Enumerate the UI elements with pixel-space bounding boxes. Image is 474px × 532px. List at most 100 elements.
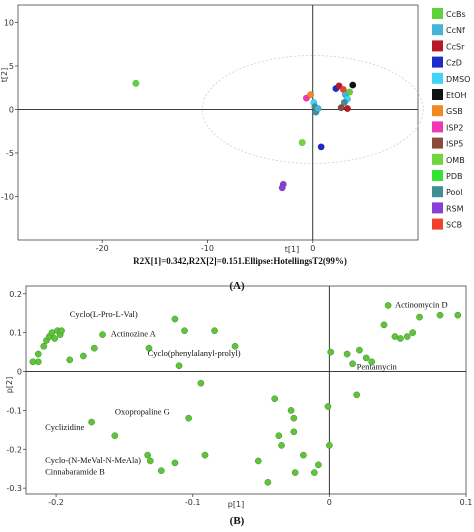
legend-swatch xyxy=(432,202,443,214)
data-point xyxy=(326,442,333,449)
data-point xyxy=(349,360,356,368)
data-point xyxy=(58,327,65,335)
legend-label: CzD xyxy=(446,59,462,68)
plot-a-xlabel: t[1] xyxy=(285,245,299,254)
data-point xyxy=(211,327,218,335)
data-point xyxy=(88,418,95,426)
data-point xyxy=(66,356,74,364)
legend-swatch xyxy=(432,170,443,181)
y-tick-label: -5 xyxy=(6,149,14,158)
legend-label: CcSr xyxy=(446,42,465,51)
legend-swatch xyxy=(432,218,443,230)
legend-label: DMSO xyxy=(446,75,470,84)
compound-label: Cinnabaramide B xyxy=(45,467,105,477)
data-point xyxy=(40,342,48,350)
x-tick-label: -20 xyxy=(96,244,109,253)
x-tick-label: 0 xyxy=(327,498,332,507)
plot-b-ylabel: p[2] xyxy=(5,377,14,393)
data-point xyxy=(436,311,444,319)
legend-label: Pool xyxy=(446,188,463,197)
data-point xyxy=(145,344,153,352)
data-point xyxy=(175,362,183,370)
data-point xyxy=(324,403,332,410)
data-point xyxy=(368,358,376,366)
legend-swatch xyxy=(432,56,443,68)
data-point xyxy=(327,348,335,356)
data-point xyxy=(111,432,119,440)
legend: CcBs CcNf CcSr CzD DMSO EtOH GSB ISP2 ISP5 OMB PDB… xyxy=(432,8,470,230)
data-point xyxy=(300,451,307,459)
legend-swatch xyxy=(432,89,443,100)
data-point xyxy=(181,327,188,335)
compound-label: Cyclo-(N-MeVal-N-MeAla) xyxy=(45,455,141,465)
y-tick-label: 0.1 xyxy=(9,329,22,338)
legend-label: OMB xyxy=(446,156,465,165)
y-tick-label: -0.1 xyxy=(6,406,22,415)
data-point xyxy=(409,329,417,337)
data-point xyxy=(307,91,315,99)
legend-label: EtOH xyxy=(446,91,467,100)
compound-label: Actinozine A xyxy=(111,329,157,339)
data-point xyxy=(343,105,351,113)
data-point xyxy=(290,428,298,436)
y-tick-label: 5 xyxy=(9,62,14,71)
data-point xyxy=(416,313,423,321)
x-tick-label: -0.2 xyxy=(48,498,64,507)
plot-a-ylabel: t[2] xyxy=(0,68,9,82)
x-tick-label: -0.1 xyxy=(185,498,201,507)
plot-b-ticks: -0.2 -0.1 0 0.1 0.2 0.1 0 -0.1 -0.2 -0.3 xyxy=(6,290,472,507)
data-point xyxy=(185,414,192,422)
data-point xyxy=(264,478,272,486)
data-point xyxy=(51,335,59,342)
y-tick-label: -0.3 xyxy=(6,484,22,493)
data-point xyxy=(287,407,295,414)
legend-label: PDB xyxy=(446,172,462,181)
data-point xyxy=(298,139,306,147)
data-point xyxy=(171,459,179,467)
plot-a-frame xyxy=(17,4,419,241)
data-point xyxy=(171,315,179,323)
data-point xyxy=(337,104,345,112)
plot-a-axes xyxy=(18,5,418,240)
legend-label: RSM xyxy=(446,204,464,213)
plot-b-xlabel: p[1] xyxy=(228,500,244,509)
legend-swatch xyxy=(432,72,443,84)
y-tick-label: -10 xyxy=(1,192,14,201)
data-point xyxy=(340,98,348,106)
data-point xyxy=(397,335,404,342)
compound-label: Oxopropaline G xyxy=(115,406,170,416)
data-point xyxy=(315,461,322,469)
data-point xyxy=(290,414,298,422)
y-tick-label: 0.2 xyxy=(9,290,22,299)
data-point xyxy=(34,358,42,366)
legend-swatch xyxy=(432,137,443,149)
data-point xyxy=(353,391,361,399)
legend-swatch xyxy=(432,24,443,36)
plot-a-caption: R2X[1]=0.342,R2X[2]=0.151.Ellipse:Hotell… xyxy=(133,256,347,266)
legend-swatch xyxy=(432,153,443,165)
data-point xyxy=(278,184,286,192)
data-point xyxy=(144,451,151,459)
data-point xyxy=(90,344,98,352)
data-point xyxy=(201,451,209,459)
legend-label: SCB xyxy=(446,221,462,230)
data-point xyxy=(132,79,140,87)
legend-swatch xyxy=(432,121,443,133)
plot-b-points xyxy=(29,302,462,486)
legend-label: CcBs xyxy=(446,10,466,19)
legend-swatch xyxy=(432,40,443,52)
legend-label: ISP5 xyxy=(446,140,463,149)
legend-label: ISP2 xyxy=(446,123,463,132)
panel-b: -0.2 -0.1 0 0.1 0.2 0.1 0 -0.1 -0.2 -0.3 Cyclo(L-… xyxy=(5,285,472,527)
plot-b-annotations: Cyclo(L-Pro-L-Val) Actinozine A Cyclo(phen… xyxy=(45,299,447,476)
x-tick-label: -10 xyxy=(201,244,214,253)
data-point xyxy=(231,342,239,350)
data-point xyxy=(80,352,87,360)
legend-label: GSB xyxy=(446,107,463,116)
data-point xyxy=(271,395,279,403)
data-point xyxy=(157,467,165,475)
data-point xyxy=(343,350,351,358)
data-point xyxy=(454,311,462,319)
data-point xyxy=(275,432,283,440)
